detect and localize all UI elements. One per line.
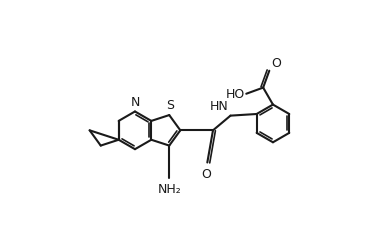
Text: NH₂: NH₂ xyxy=(157,182,181,195)
Text: O: O xyxy=(271,57,281,70)
Text: S: S xyxy=(166,99,174,112)
Text: N: N xyxy=(130,96,140,109)
Text: HN: HN xyxy=(210,99,229,112)
Text: O: O xyxy=(202,168,211,181)
Text: HO: HO xyxy=(226,87,245,100)
